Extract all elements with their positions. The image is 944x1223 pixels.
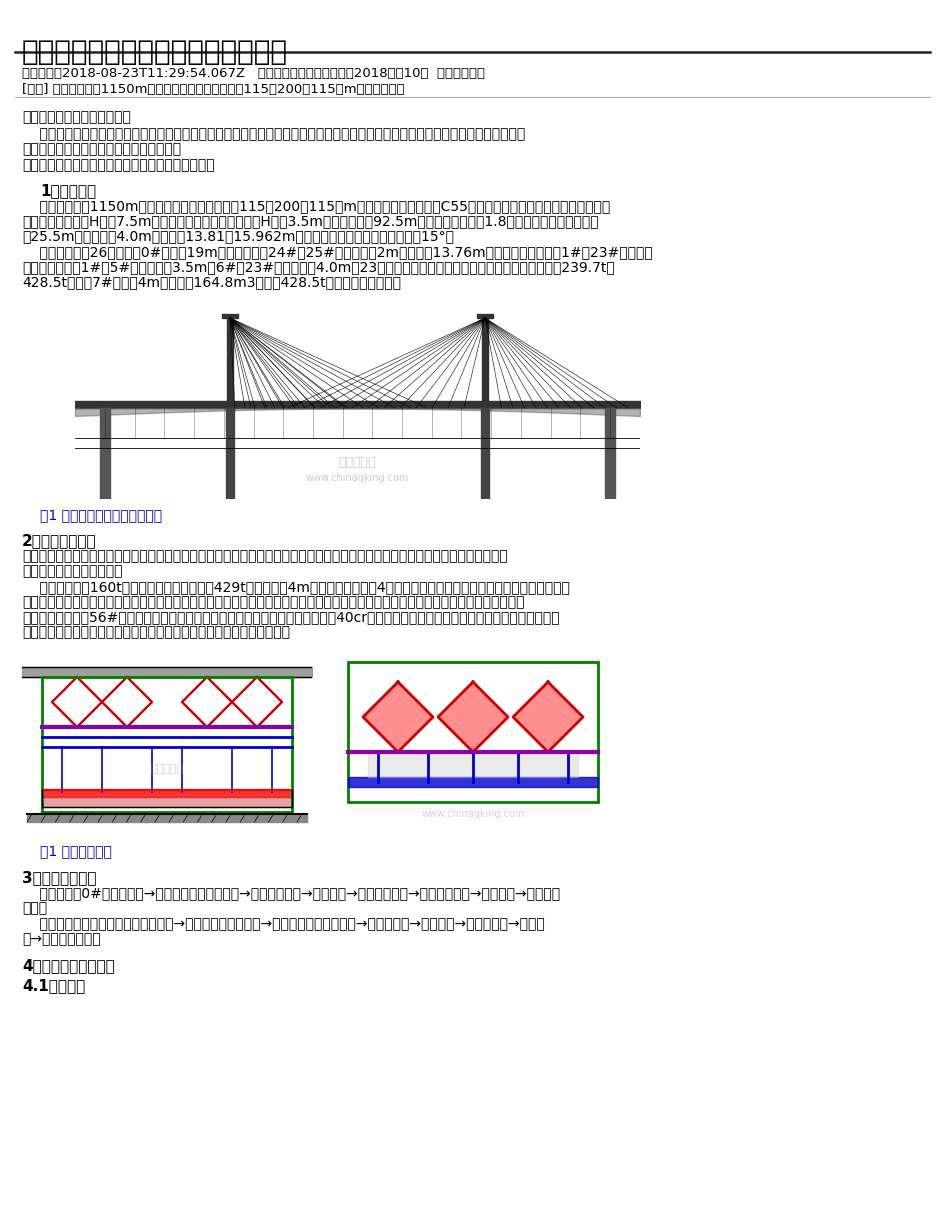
Text: 发表时间：2018-08-23T11:29:54.067Z   来源：《建筑学研究前沿》2018年第10期  作者：朱枪围: 发表时间：2018-08-23T11:29:54.067Z 来源：《建筑学研究前… bbox=[22, 67, 484, 79]
Polygon shape bbox=[513, 682, 582, 752]
Text: 关键词：挂篮施工；工艺介绍；工艺改进；应用研究: 关键词：挂篮施工；工艺介绍；工艺改进；应用研究 bbox=[22, 158, 214, 172]
Text: 宽25.5m，悬臂板长4.0m，底板宽13.81～15.962m，箱梁边室斜腹板与竖直面夹角为15°。: 宽25.5m，悬臂板长4.0m，底板宽13.81～15.962m，箱梁边室斜腹板… bbox=[22, 229, 453, 243]
Text: 中国期刊网: 中国期刊网 bbox=[338, 456, 376, 470]
Text: 摘要：深门特大桥主桥矮塔斜拉桥箱梁，桥面宽度宽，单节段箱梁重，通过对常规挂篮施工进行结构改造及工艺改进，大大的提高了: 摘要：深门特大桥主桥矮塔斜拉桥箱梁，桥面宽度宽，单节段箱梁重，通过对常规挂篮施工… bbox=[22, 127, 525, 141]
Text: 施工功效，取得了良好的社会及经济效益。: 施工功效，取得了良好的社会及经济效益。 bbox=[22, 142, 181, 157]
Text: 428.5t，其中7#节段长4m、砼方量164.8m3、重量428.5t，为全桥最重节段。: 428.5t，其中7#节段长4m、砼方量164.8m3、重量428.5t，为全桥… bbox=[22, 275, 400, 289]
Text: 菱形挂篮施工工艺改进措施应用研究: 菱形挂篮施工工艺改进措施应用研究 bbox=[22, 38, 288, 66]
Text: 2、菱形挂篮简介: 2、菱形挂篮简介 bbox=[22, 533, 96, 548]
Text: 全桥箱梁共分26块梁段，0#梁段长19m为根部梁段，24#、25#梁段分别为2m合拢段和13.76m边跨现浇段；其余的1#～23#梁段为普: 全桥箱梁共分26块梁段，0#梁段长19m为根部梁段，24#、25#梁段分别为2m… bbox=[22, 245, 652, 259]
Text: 箱梁节段重量大，挂篮由四榀菱形主桁构成；连接系统采用吊杆加吊带的组合形式，以方便底篮调节；横梁（包括前上横梁、前下横梁及: 箱梁节段重量大，挂篮由四榀菱形主桁构成；连接系统采用吊杆加吊带的组合形式，以方便… bbox=[22, 596, 524, 609]
Text: 广东省长大公路工程有限公司: 广东省长大公路工程有限公司 bbox=[22, 110, 130, 124]
Text: 3、施工工艺流程: 3、施工工艺流程 bbox=[22, 870, 96, 885]
Text: 部梁体中心线梁高H根＝7.5m，跨中及端头梁体中心线梁高H中＝3.5m，根部横梁起92.5m范围内箱梁高采用1.8次抛物线变化。箱梁顶板: 部梁体中心线梁高H根＝7.5m，跨中及端头梁体中心线梁高H中＝3.5m，根部横梁… bbox=[22, 214, 598, 227]
Polygon shape bbox=[362, 682, 432, 752]
Text: www.chinaqking.com: www.chinaqking.com bbox=[305, 473, 408, 483]
Text: 菱形挂篮自重160t，可适应本桥梁最大梁重429t，最大梁长4m施工。本桥共投入4套挂篮施工。挂篮用既有菱形吊架挂篮改造，由于: 菱形挂篮自重160t，可适应本桥梁最大梁重429t，最大梁长4m施工。本桥共投入… bbox=[22, 580, 569, 594]
Text: 挂篮安装：0#块施工完毕→挂篮菱形桁架安装施工→前吊系统安装→底篮吊装→挂篮预压试验→外侧模架安装→测量调篮→进入箱梁: 挂篮安装：0#块施工完毕→挂篮菱形桁架安装施工→前吊系统安装→底篮吊装→挂篮预压… bbox=[22, 885, 560, 900]
Text: 后横梁）采用双拼56#工字钢，确保主桁受力均衡及保证底篮刚度；后锚系统采用40cr螺杆锚固的形式，减少以往采用精轧螺纹钢锚固的安: 后横梁）采用双拼56#工字钢，确保主桁受力均衡及保证底篮刚度；后锚系统采用40c… bbox=[22, 610, 559, 624]
Text: 施工。: 施工。 bbox=[22, 901, 47, 915]
Bar bbox=[347, 662, 598, 802]
Text: [导读] 深门特大桥长1150m，其中主桥上部结构采用（115＋200＋115）m矮塔斜拉桥。: [导读] 深门特大桥长1150m，其中主桥上部结构采用（115＋200＋115）… bbox=[22, 83, 404, 95]
Text: 图1 深门特大桥主桥总体布置图: 图1 深门特大桥主桥总体布置图 bbox=[40, 508, 162, 522]
Text: 图1 挂篮结构总图: 图1 挂篮结构总图 bbox=[40, 844, 111, 859]
Text: 深门特大桥长1150m，其中主桥上部结构采用（115＋200＋115）m矮塔斜拉桥，箱梁采用C55混凝土，单箱三室变截面形式，箱梁根: 深门特大桥长1150m，其中主桥上部结构采用（115＋200＋115）m矮塔斜拉… bbox=[22, 199, 610, 213]
Text: 全隐患；同时为增加施工安全性及施工效率，在底篮后面增设装修挂篮。: 全隐患；同时为增加施工安全性及施工效率，在底篮后面增设装修挂篮。 bbox=[22, 625, 290, 638]
Text: 1、工程概况: 1、工程概况 bbox=[40, 183, 96, 198]
Text: 4.1挂篮安装: 4.1挂篮安装 bbox=[22, 978, 85, 993]
Text: 箱梁施工：底腹板钢筋、预应力安装→内侧模、顶板模安装→顶板钢筋、预应力安装→浇筑混凝土→养生等强→张拉、压浆→挂篮前: 箱梁施工：底腹板钢筋、预应力安装→内侧模、顶板模安装→顶板钢筋、预应力安装→浇筑… bbox=[22, 917, 544, 931]
Text: 菱形吊架挂篮主要由以下构件组成：桥面菱形吊架、横梁系统、前支腿、反扣轮、纵移轨道、翼板及外侧模板系统、底篮、内模板系: 菱形吊架挂篮主要由以下构件组成：桥面菱形吊架、横梁系统、前支腿、反扣轮、纵移轨道… bbox=[22, 549, 507, 563]
Text: 4、挂篮施工工艺介绍: 4、挂篮施工工艺介绍 bbox=[22, 958, 114, 974]
Text: 统、后锚系统、装修系统。: 统、后锚系统、装修系统。 bbox=[22, 564, 123, 578]
Polygon shape bbox=[437, 682, 508, 752]
Text: 中国期刊网: 中国期刊网 bbox=[150, 764, 183, 774]
Text: 移→下一梁段施工。: 移→下一梁段施工。 bbox=[22, 932, 100, 947]
Text: www.chinaqking.com: www.chinaqking.com bbox=[421, 808, 524, 819]
Text: 通箱梁段，其中1#～5#梁段长度为3.5m，6#～23#梁段长度为4.0m，23块普通梁段均采用挂篮悬臂浇筑法施工。节段重量239.7t～: 通箱梁段，其中1#～5#梁段长度为3.5m，6#～23#梁段长度为4.0m，23… bbox=[22, 260, 615, 274]
